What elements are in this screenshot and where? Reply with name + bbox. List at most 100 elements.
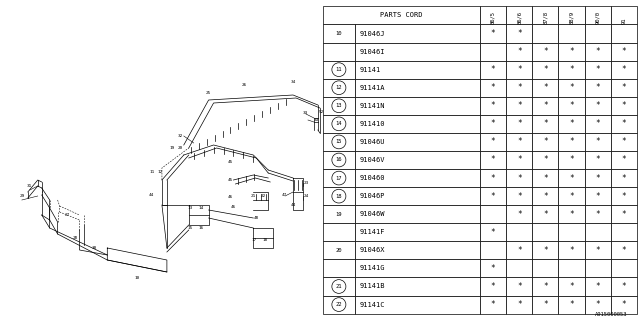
Text: 30: 30 [92,246,97,250]
Bar [323,133,355,151]
Text: 91046W: 91046W [359,211,385,217]
Text: 21: 21 [251,194,256,198]
Bar [355,79,480,97]
Text: 91141A: 91141A [359,85,385,91]
Text: *: * [543,65,548,74]
Bar [323,187,355,205]
Bar [355,169,480,187]
Bar [611,6,637,24]
Bar [558,6,584,24]
Text: 13: 13 [187,206,193,210]
Bar [480,79,506,97]
Bar [558,115,584,133]
Bar [584,79,611,97]
Text: PARTS CORD: PARTS CORD [380,12,423,19]
Text: *: * [517,119,522,128]
Text: *: * [517,47,522,56]
Text: *: * [595,119,600,128]
Text: 27: 27 [65,213,70,217]
Bar [355,260,480,277]
Bar [323,79,355,97]
Text: 52: 52 [318,110,323,114]
Text: 46: 46 [231,205,236,209]
Text: *: * [517,29,522,38]
Bar [480,60,506,79]
Bar [480,296,506,314]
Text: *: * [595,300,600,309]
Text: 910460: 910460 [359,175,385,181]
Text: *: * [569,156,574,164]
Bar [480,169,506,187]
Bar [323,151,355,169]
Text: *: * [621,192,626,201]
Text: *: * [569,101,574,110]
Text: *: * [517,156,522,164]
Bar [584,24,611,43]
Bar [506,133,532,151]
Text: 45: 45 [228,160,233,164]
Text: *: * [595,101,600,110]
Text: 44: 44 [291,203,296,207]
Text: *: * [517,101,522,110]
Bar [584,151,611,169]
Bar [355,205,480,223]
Bar [532,187,558,205]
Bar [506,277,532,296]
Text: *: * [595,156,600,164]
Text: 91046X: 91046X [359,247,385,253]
Bar [480,133,506,151]
Bar [506,241,532,260]
Bar [584,277,611,296]
Text: 91141: 91141 [359,67,381,73]
Text: *: * [491,264,495,273]
Text: 17: 17 [335,176,342,180]
Text: 22: 22 [260,194,266,198]
Bar [355,115,480,133]
Text: *: * [621,156,626,164]
Bar [611,241,637,260]
Bar [558,79,584,97]
Text: 91141G: 91141G [359,265,385,271]
Bar [355,296,480,314]
Text: 88/9: 88/9 [569,11,574,24]
Bar [355,187,480,205]
Text: *: * [621,282,626,291]
Text: *: * [491,119,495,128]
Bar [532,97,558,115]
Bar [558,24,584,43]
Text: *: * [569,246,574,255]
Text: 22: 22 [335,302,342,307]
Bar [355,241,480,260]
Text: 87/8: 87/8 [543,11,548,24]
Text: *: * [517,83,522,92]
Bar [355,133,480,151]
Text: *: * [569,83,574,92]
Text: *: * [595,173,600,183]
Text: *: * [569,282,574,291]
Bar [355,97,480,115]
Text: *: * [595,210,600,219]
Bar [558,151,584,169]
Bar [611,151,637,169]
Bar [584,296,611,314]
Text: *: * [621,83,626,92]
Bar [558,133,584,151]
Bar [323,43,355,60]
Bar [558,260,584,277]
Text: *: * [491,156,495,164]
Bar [558,169,584,187]
Text: 13: 13 [335,103,342,108]
Text: *: * [569,192,574,201]
Text: *: * [543,47,548,56]
Text: *: * [621,246,626,255]
Bar [506,260,532,277]
Bar [584,169,611,187]
Bar [611,187,637,205]
Text: 47: 47 [282,193,287,197]
Bar [611,60,637,79]
Text: *: * [569,119,574,128]
Text: 15: 15 [187,226,193,230]
Text: 31: 31 [27,184,33,188]
Bar [532,24,558,43]
Bar [506,79,532,97]
